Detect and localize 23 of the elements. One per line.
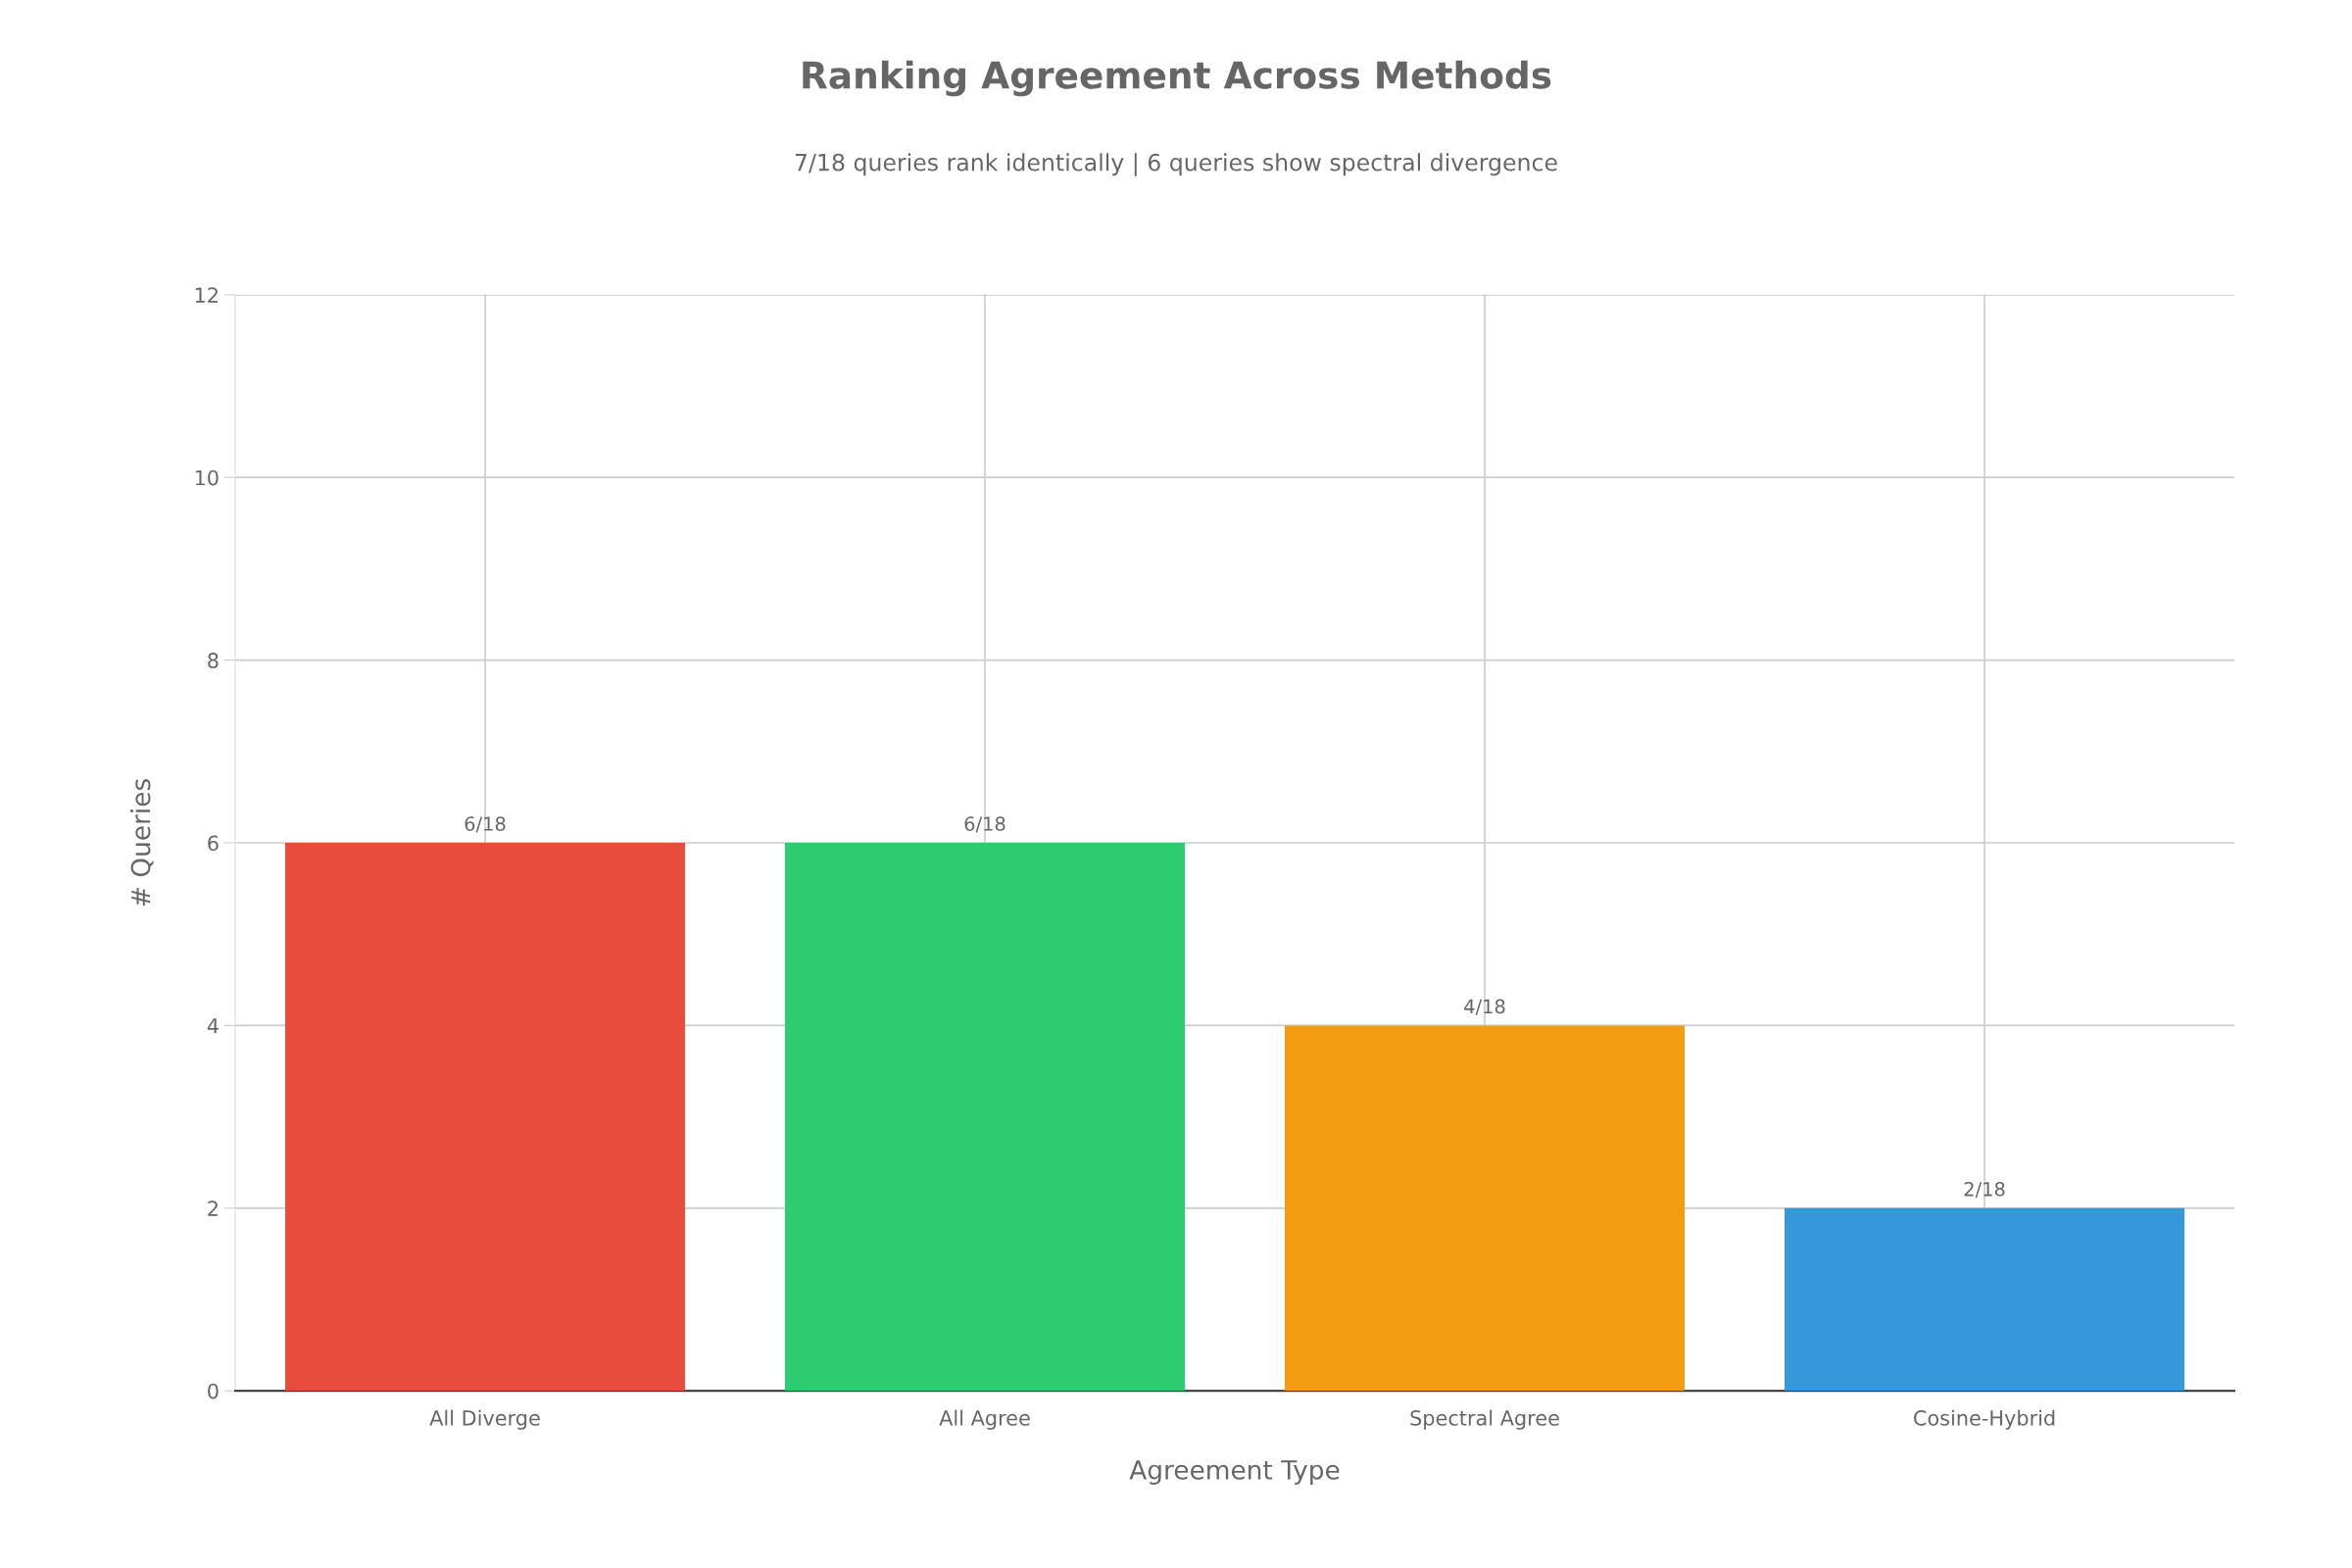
data-label: 2/18 xyxy=(1964,1181,2005,1199)
bar xyxy=(285,843,685,1392)
x-tick-label: All Diverge xyxy=(429,1409,540,1430)
data-label: 6/18 xyxy=(964,816,1005,833)
bar xyxy=(1285,1025,1685,1392)
y-tick-label: 10 xyxy=(195,469,219,486)
x-axis-title: Agreement Type xyxy=(1129,1460,1340,1485)
x-tick-label: Spectral Agree xyxy=(1410,1409,1559,1430)
bar xyxy=(785,843,1185,1392)
y-tick-label: 0 xyxy=(208,1383,219,1399)
y-tick-label: 2 xyxy=(208,1200,218,1216)
data-label: 6/18 xyxy=(465,816,506,833)
chart-subtitle: 7/18 queries rank identically | 6 queries show spectral divergence xyxy=(795,153,1557,176)
y-tick-label: 4 xyxy=(207,1018,219,1034)
x-tick-label: Cosine-Hybrid xyxy=(1914,1409,2055,1430)
bar xyxy=(1785,1207,2184,1392)
data-label: 4/18 xyxy=(1464,999,1505,1015)
chart-title: Ranking Agreement Across Methods xyxy=(803,60,1551,97)
y-tick-label: 12 xyxy=(195,287,218,303)
y-tick-label: 6 xyxy=(208,835,219,852)
y-axis-title: # Queries xyxy=(130,779,154,906)
y-tick-label: 8 xyxy=(208,653,219,668)
x-tick-label: All Agree xyxy=(939,1409,1030,1430)
